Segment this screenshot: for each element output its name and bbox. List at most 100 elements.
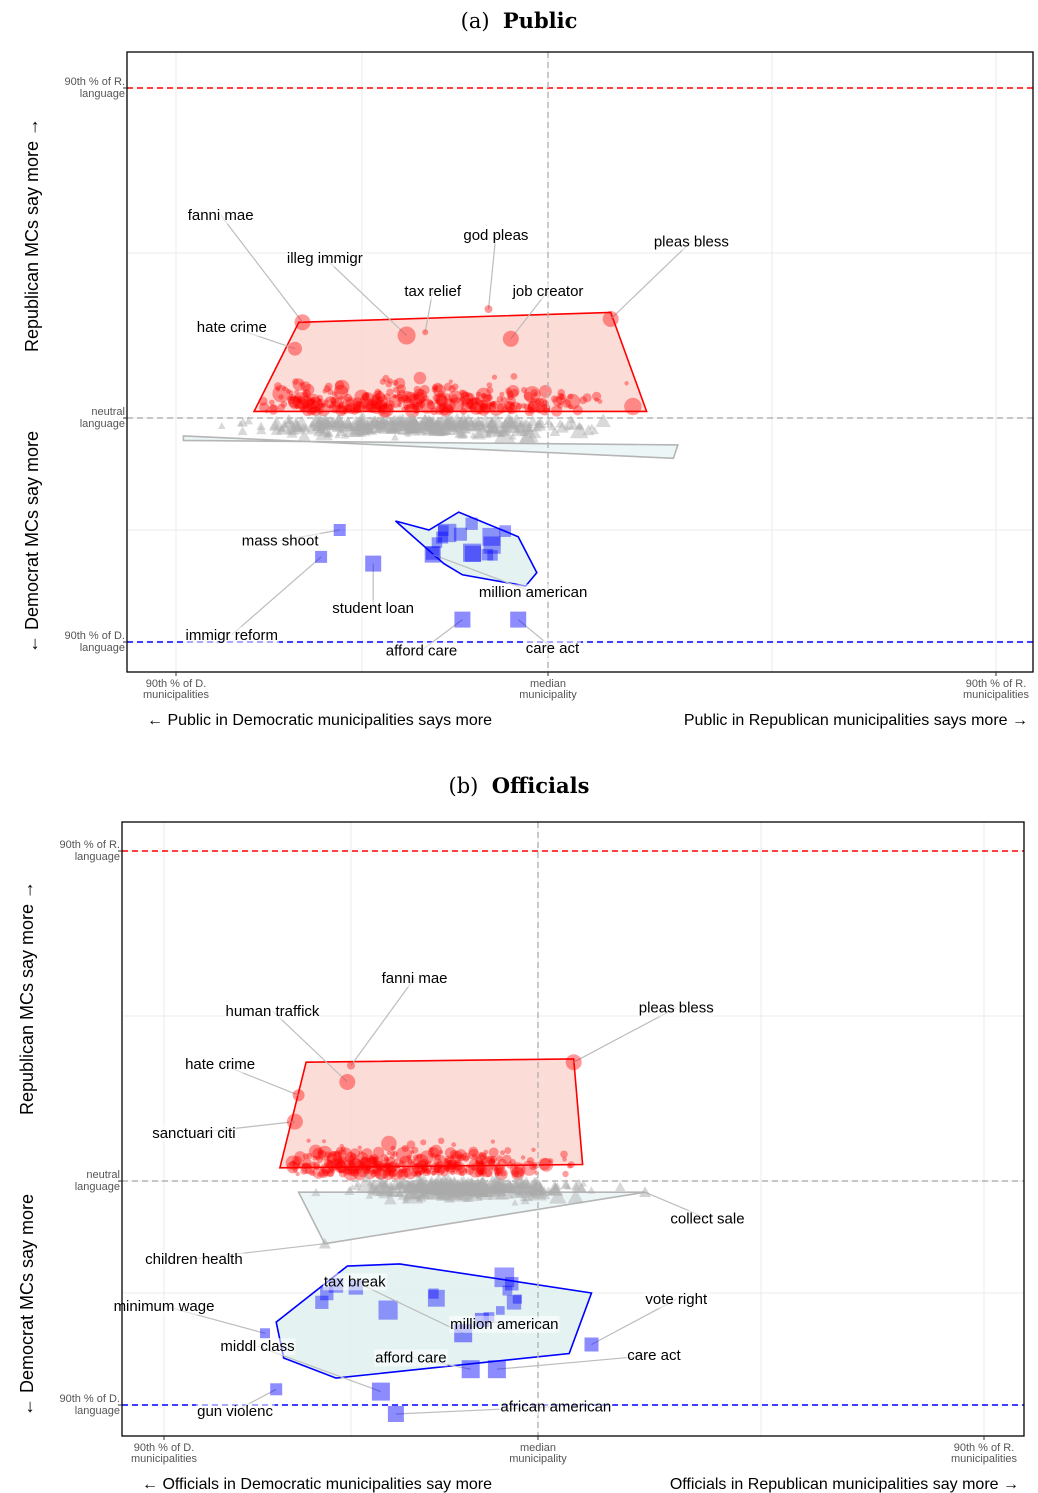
neutral-point [379, 417, 388, 425]
neutral-point [380, 421, 388, 428]
neutral-point [442, 1181, 456, 1193]
republican-point [468, 1159, 481, 1171]
republican-point [442, 407, 447, 412]
democrat-hull [394, 511, 538, 587]
neutral-point [428, 417, 438, 426]
y-tick-label: 90th % of R. [59, 839, 120, 851]
neutral-point [447, 412, 467, 430]
neutral-point [428, 415, 439, 425]
neutral-point [518, 1181, 526, 1188]
republican-point [353, 397, 363, 407]
republican-point [396, 384, 406, 394]
neutral-point [547, 1188, 556, 1196]
republican-point [471, 1153, 478, 1159]
democrat-point [270, 1383, 283, 1396]
neutral-point [331, 417, 349, 433]
neutral-point [521, 425, 529, 433]
republican-point [415, 1170, 422, 1177]
neutral-point [499, 412, 518, 429]
republican-point [401, 1167, 408, 1174]
republican-point [469, 401, 483, 415]
neutral-point [237, 417, 249, 427]
neutral-point [460, 1187, 469, 1196]
neutral-point [441, 1185, 452, 1195]
republican-point [477, 1167, 487, 1177]
republican-point [341, 405, 349, 413]
neutral-point [473, 1184, 480, 1191]
x-tick-label: municipalities [131, 1453, 198, 1465]
neutral-point [540, 1186, 548, 1193]
neutral-point [411, 416, 419, 424]
neutral-point [491, 1179, 504, 1192]
neutral-point [453, 1181, 468, 1194]
neutral-point [508, 1183, 517, 1191]
neutral-point [343, 422, 352, 430]
republican-point [557, 388, 565, 397]
neutral-point [513, 1176, 530, 1192]
neutral-point [410, 416, 419, 425]
neutral-point [392, 415, 403, 425]
y-tick-label: language [80, 418, 125, 430]
republican-point [461, 399, 469, 407]
neutral-point [433, 419, 441, 427]
republican-point [510, 373, 518, 380]
plot-border [126, 51, 1034, 673]
republican-point [364, 392, 370, 398]
neutral-point [450, 1185, 459, 1193]
republican-point [367, 399, 375, 407]
neutral-point [501, 1182, 513, 1193]
republican-point [460, 398, 475, 413]
neutral-point [397, 1180, 420, 1200]
neutral-point [473, 1182, 485, 1193]
neutral-point [577, 423, 585, 431]
neutral-point [405, 431, 412, 437]
x-axis-title-right: Public in Republican municipalities says… [684, 712, 1028, 729]
republican-point [466, 1164, 471, 1168]
republican-point [532, 1162, 539, 1169]
neutral-point [337, 420, 347, 429]
republican-point [527, 403, 536, 412]
republican-point [521, 386, 528, 394]
republican-point [366, 399, 374, 406]
neutral-point [469, 1185, 477, 1193]
neutral-point [462, 417, 471, 425]
neutral-point [445, 1176, 463, 1192]
republican-point [339, 1143, 344, 1149]
neutral-point [460, 416, 472, 426]
republican-point [305, 1165, 315, 1175]
neutral-point [370, 1175, 392, 1195]
republican-point [489, 401, 497, 408]
term-label-background [144, 1250, 244, 1268]
y-axis-title-bottom: ← Democrat MCs say more [17, 1194, 37, 1416]
republican-point [478, 1160, 485, 1166]
neutral-point [319, 428, 327, 435]
neutral-point [373, 427, 380, 434]
republican-point [368, 1163, 375, 1169]
democrat-point [461, 1360, 480, 1379]
republican-point [391, 1172, 397, 1177]
republican-point [292, 1159, 297, 1165]
republican-point [454, 1159, 462, 1168]
neutral-point [552, 1183, 559, 1189]
neutral-point [439, 1178, 453, 1190]
neutral-point [393, 1177, 406, 1189]
neutral-point [505, 1180, 515, 1189]
neutral-point [444, 414, 460, 429]
republican-point [445, 1160, 452, 1166]
neutral-point [438, 1178, 455, 1193]
neutral-point [356, 1172, 378, 1193]
neutral-point [390, 425, 398, 432]
republican-point [422, 1167, 432, 1177]
term-label-background [322, 1273, 388, 1291]
republican-point [446, 1163, 452, 1169]
neutral-point [452, 416, 472, 434]
neutral-point [292, 420, 303, 431]
republican-point [396, 1164, 401, 1169]
republican-point [342, 408, 349, 415]
neutral-point [470, 417, 481, 427]
republican-point [373, 1161, 381, 1168]
republican-point [481, 1156, 496, 1171]
neutral-point [486, 1182, 498, 1194]
neutral-point [532, 1185, 540, 1192]
